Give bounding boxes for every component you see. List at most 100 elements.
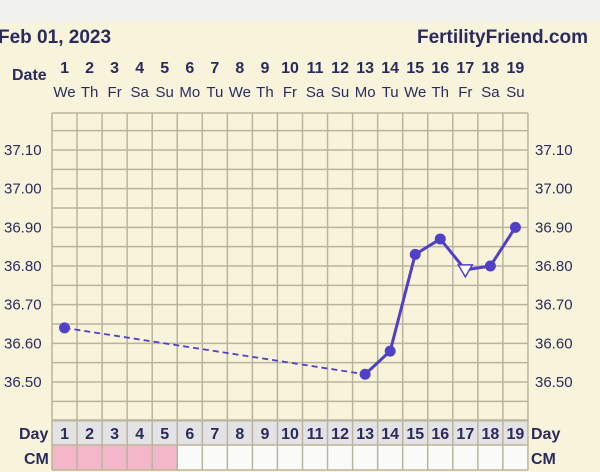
- day-cell: [477, 420, 503, 445]
- temp-point[interactable]: [409, 248, 421, 260]
- cm-cell[interactable]: [352, 445, 378, 470]
- weekday-label: Tu: [382, 84, 399, 101]
- day-cell: [252, 420, 278, 445]
- temp-point-open-triangle[interactable]: [457, 264, 474, 279]
- date-number: 17: [456, 60, 474, 77]
- date-number: 13: [356, 60, 374, 77]
- cm-cell[interactable]: [377, 445, 403, 470]
- day-number: 10: [281, 426, 299, 443]
- cm-cell[interactable]: [477, 445, 503, 470]
- cm-cell[interactable]: [427, 445, 453, 470]
- weekday-label: We: [229, 84, 251, 101]
- day-cell: [227, 420, 253, 445]
- day-cell: [277, 420, 303, 445]
- date-number: 7: [210, 60, 219, 77]
- weekday-label: Su: [506, 84, 524, 101]
- weekday-label: Sa: [481, 84, 500, 101]
- weekday-label: Mo: [179, 84, 200, 101]
- cm-cell[interactable]: [402, 445, 428, 470]
- day-number: 18: [481, 426, 499, 443]
- day-number: 17: [456, 426, 474, 443]
- day-number: 11: [307, 426, 324, 443]
- date-number: 16: [431, 60, 449, 77]
- cm-cell[interactable]: [102, 445, 128, 470]
- temp-line-segment: [364, 349, 392, 376]
- cm-cell[interactable]: [52, 445, 78, 470]
- cm-cell[interactable]: [152, 445, 178, 470]
- day-cell: [77, 420, 103, 445]
- cm-cell[interactable]: [452, 445, 478, 470]
- day-number: 7: [210, 426, 219, 443]
- date-number: 6: [185, 60, 194, 77]
- y-tick-right: 36.60: [535, 335, 573, 352]
- weekday-label: Th: [256, 84, 274, 101]
- cm-cell[interactable]: [177, 445, 203, 470]
- y-tick-right: 36.70: [535, 297, 573, 314]
- y-tick-right: 37.10: [535, 142, 573, 159]
- weekday-label: Sa: [130, 84, 149, 101]
- cm-cell[interactable]: [127, 445, 153, 470]
- day-cell: [202, 420, 228, 445]
- date-number: 18: [481, 60, 499, 77]
- temp-point[interactable]: [509, 221, 521, 233]
- temp-line-segment: [64, 326, 366, 376]
- cm-label-right: CM: [531, 451, 556, 468]
- brand-logo[interactable]: FertilityFriend.com: [417, 27, 588, 48]
- date-number: 9: [260, 60, 269, 77]
- weekday-label: Su: [156, 84, 174, 101]
- y-tick-right: 36.80: [535, 258, 573, 275]
- temp-point[interactable]: [59, 322, 71, 334]
- day-cell: [127, 420, 153, 445]
- day-cell: [352, 420, 378, 445]
- day-number: 12: [331, 426, 349, 443]
- day-cell: [52, 420, 78, 445]
- cm-label-left: CM: [24, 451, 49, 468]
- day-cell: [402, 420, 428, 445]
- temp-line-segment: [388, 254, 417, 352]
- weekday-label: Sa: [306, 84, 325, 101]
- weekday-label: Th: [432, 84, 450, 101]
- date-number: 12: [331, 60, 349, 77]
- temp-point[interactable]: [434, 233, 446, 245]
- temp-point[interactable]: [484, 260, 496, 272]
- date-number: 1: [60, 60, 69, 77]
- day-number: 9: [260, 426, 269, 443]
- cm-cell[interactable]: [202, 445, 228, 470]
- day-number: 8: [235, 426, 244, 443]
- cm-cell[interactable]: [327, 445, 353, 470]
- temp-point[interactable]: [359, 368, 371, 380]
- weekday-label: We: [53, 84, 75, 101]
- day-number: 3: [110, 426, 119, 443]
- date-number: 15: [406, 60, 424, 77]
- date-number: 3: [110, 60, 119, 77]
- day-cell: [427, 420, 453, 445]
- day-cell: [102, 420, 128, 445]
- cm-cell[interactable]: [227, 445, 253, 470]
- date-number: 19: [507, 60, 525, 77]
- date-number: 11: [307, 60, 324, 77]
- day-cell: [377, 420, 403, 445]
- y-tick-left: 36.90: [4, 219, 42, 236]
- y-tick-right: 37.00: [535, 181, 573, 198]
- date-number: 2: [85, 60, 94, 77]
- cm-cell[interactable]: [77, 445, 103, 470]
- cm-cell[interactable]: [502, 445, 528, 470]
- weekday-label: Mo: [355, 84, 376, 101]
- day-number: 15: [406, 426, 424, 443]
- cm-cell[interactable]: [302, 445, 328, 470]
- y-tick-left: 37.10: [4, 142, 42, 159]
- y-tick-right: 36.50: [535, 374, 573, 391]
- weekday-label: Su: [331, 84, 349, 101]
- temp-line-segment: [489, 226, 517, 267]
- day-number: 14: [381, 426, 399, 443]
- date-number: 4: [135, 60, 144, 77]
- y-tick-right: 36.90: [535, 219, 573, 236]
- date-number: 14: [381, 60, 399, 77]
- y-tick-left: 36.50: [4, 374, 42, 391]
- day-number: 6: [185, 426, 194, 443]
- temp-point[interactable]: [384, 345, 396, 357]
- cm-cell[interactable]: [277, 445, 303, 470]
- day-number: 16: [431, 426, 449, 443]
- cm-cell[interactable]: [252, 445, 278, 470]
